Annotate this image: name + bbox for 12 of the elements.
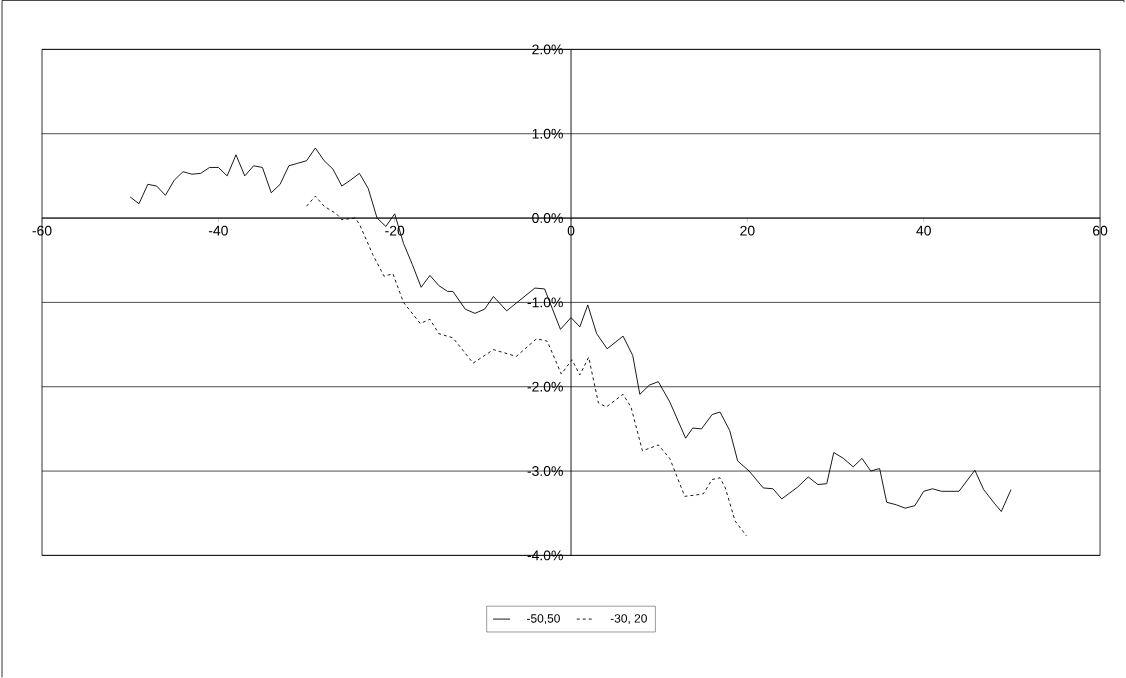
x-tick-label: 40 bbox=[916, 225, 931, 236]
legend-label: -50,50 bbox=[527, 614, 560, 625]
x-tick-label: -20 bbox=[385, 225, 405, 236]
x-tick-label: -40 bbox=[208, 225, 228, 236]
y-tick-label: 1.0% bbox=[532, 128, 563, 139]
x-tick-label: 0 bbox=[567, 225, 575, 236]
y-tick-label: -2.0% bbox=[527, 381, 563, 392]
legend-label: -30, 20 bbox=[610, 614, 647, 625]
x-tick-label: 60 bbox=[1093, 225, 1108, 236]
x-tick-label: 20 bbox=[740, 225, 755, 236]
x-tick-label: -60 bbox=[32, 225, 52, 236]
y-tick-label: -3.0% bbox=[527, 466, 563, 477]
